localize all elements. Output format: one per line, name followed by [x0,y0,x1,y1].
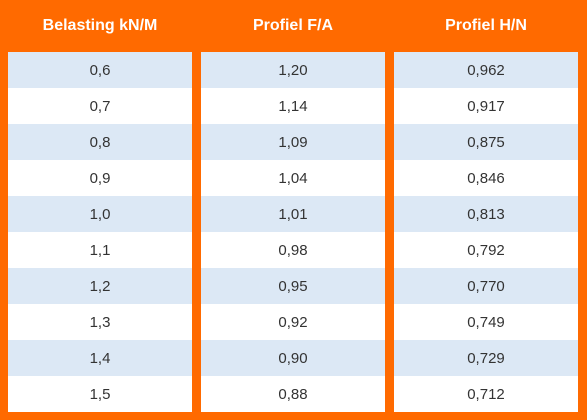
table-cell: 0,9 [8,160,192,196]
table-cell: 1,5 [8,376,192,412]
table-cell: 1,2 [8,268,192,304]
column-profiel-hn: Profiel H/N 0,962 0,917 0,875 0,846 0,813 0,79… [394,0,578,420]
table-cell: 0,770 [394,268,578,304]
table-cell: 1,09 [201,124,385,160]
table-cell: 1,01 [201,196,385,232]
column-cells: 0,962 0,917 0,875 0,846 0,813 0,792 0,770 0,749… [394,52,578,412]
table-cell: 0,712 [394,376,578,412]
table-cell: 0,729 [394,340,578,376]
table-cell: 0,917 [394,88,578,124]
column-header-profiel-fa: Profiel F/A [252,17,333,34]
table-cell: 0,92 [201,304,385,340]
column-header-profiel-hn: Profiel H/N [445,17,527,34]
table-cell: 0,813 [394,196,578,232]
table-cell: 0,749 [394,304,578,340]
table-cell: 1,3 [8,304,192,340]
table-cell: 0,7 [8,88,192,124]
table-cell: 0,875 [394,124,578,160]
table-cell: 1,0 [8,196,192,232]
table-cell: 1,14 [201,88,385,124]
table-cell: 0,90 [201,340,385,376]
table-cell: 1,4 [8,340,192,376]
table-cell: 1,04 [201,160,385,196]
table-cell: 0,95 [201,268,385,304]
table-cell: 0,6 [8,52,192,88]
column-belasting: Belasting kN/M 0,6 0,7 0,8 0,9 1,0 1,1 1,2 1,3 1,… [8,0,192,420]
column-cells: 0,6 0,7 0,8 0,9 1,0 1,1 1,2 1,3 1,4 1,5 [8,52,192,412]
table-cell: 0,846 [394,160,578,196]
table-cell: 1,1 [8,232,192,268]
column-profiel-fa: Profiel F/A 1,20 1,14 1,09 1,04 1,01 0,98 0,95 0… [201,0,385,420]
column-cells: 1,20 1,14 1,09 1,04 1,01 0,98 0,95 0,92 0,90 0,88 [201,52,385,412]
column-header-belasting: Belasting kN/M [42,17,158,34]
table-cell: 0,962 [394,52,578,88]
table-cell: 0,88 [201,376,385,412]
table-cell: 1,20 [201,52,385,88]
table-cell: 0,98 [201,232,385,268]
table-cell: 0,792 [394,232,578,268]
table-cell: 0,8 [8,124,192,160]
